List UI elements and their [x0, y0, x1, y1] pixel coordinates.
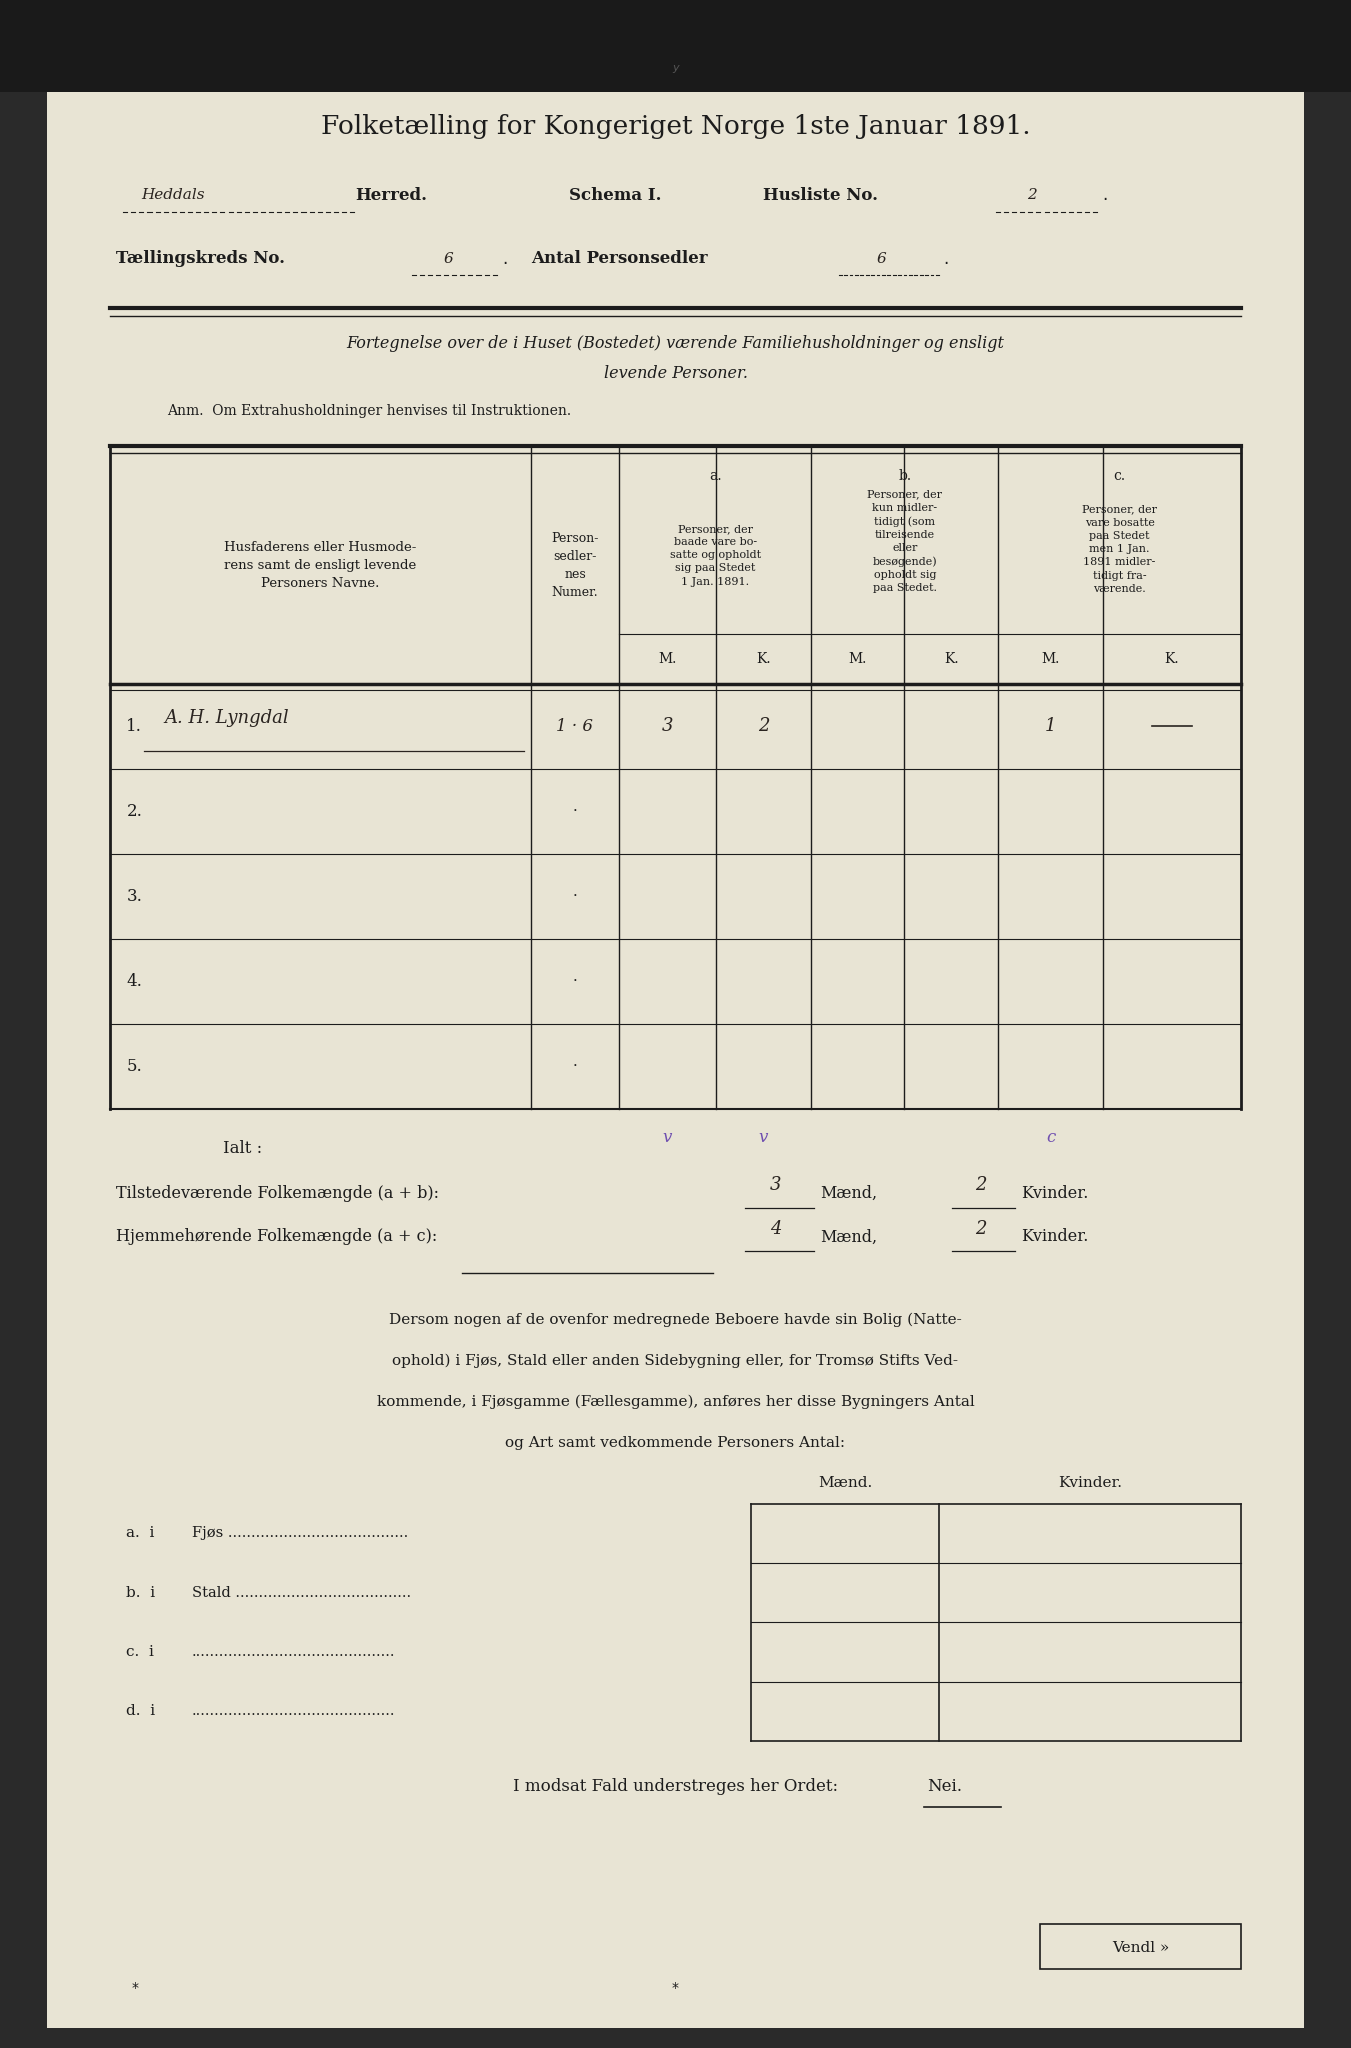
- Text: 1.: 1.: [127, 717, 142, 735]
- Text: 2.: 2.: [127, 803, 142, 819]
- Text: Husliste No.: Husliste No.: [763, 186, 878, 205]
- Text: b.: b.: [898, 469, 912, 483]
- Text: Mænd,: Mænd,: [820, 1186, 877, 1202]
- Text: Nei.: Nei.: [927, 1778, 962, 1794]
- Text: 3: 3: [770, 1176, 782, 1194]
- Text: Folketælling for Kongeriget Norge 1ste Januar 1891.: Folketælling for Kongeriget Norge 1ste J…: [320, 115, 1031, 139]
- Text: .: .: [1102, 186, 1108, 205]
- Text: Fortegnelse over de i Huset (Bostedet) værende Familiehusholdninger og ensligt: Fortegnelse over de i Huset (Bostedet) v…: [347, 336, 1004, 352]
- Text: M.: M.: [848, 651, 867, 666]
- Text: 2: 2: [975, 1221, 986, 1237]
- Text: c.: c.: [1113, 469, 1125, 483]
- Text: Personer, der
vare bosatte
paa Stedet
men 1 Jan.
1891 midler-
tidigt fra-
værend: Personer, der vare bosatte paa Stedet me…: [1082, 504, 1158, 594]
- Text: Heddals: Heddals: [142, 188, 205, 203]
- Text: v: v: [759, 1128, 769, 1145]
- Text: Person-
sedler-
nes
Numer.: Person- sedler- nes Numer.: [551, 532, 598, 598]
- Text: Schema I.: Schema I.: [569, 186, 661, 205]
- Text: b.  i: b. i: [127, 1585, 155, 1599]
- Text: Stald ......................................: Stald ..................................…: [192, 1585, 411, 1599]
- Text: M.: M.: [658, 651, 677, 666]
- Text: Ialt :: Ialt :: [223, 1139, 262, 1157]
- Text: 2: 2: [758, 717, 769, 735]
- Text: 4.: 4.: [127, 973, 142, 989]
- Text: Personer, der
kun midler-
tidigt (som
tilreisende
eller
besøgende)
opholdt sig
p: Personer, der kun midler- tidigt (som ti…: [867, 489, 942, 594]
- Text: Anm.  Om Extrahusholdninger henvises til Instruktionen.: Anm. Om Extrahusholdninger henvises til …: [166, 403, 570, 418]
- Text: Personer, der
baade vare bo-
satte og opholdt
sig paa Stedet
1 Jan. 1891.: Personer, der baade vare bo- satte og op…: [670, 524, 761, 586]
- Text: 3: 3: [662, 717, 673, 735]
- Text: 6: 6: [877, 252, 886, 266]
- Text: ·: ·: [573, 805, 577, 817]
- Text: 3.: 3.: [127, 887, 142, 905]
- Text: c.  i: c. i: [127, 1645, 154, 1659]
- Text: 1: 1: [1044, 717, 1056, 735]
- Text: Dersom nogen af de ovenfor medregnede Beboere havde sin Bolig (Natte-: Dersom nogen af de ovenfor medregnede Be…: [389, 1313, 962, 1327]
- Text: Tællingskreds No.: Tællingskreds No.: [116, 250, 285, 266]
- Text: .: .: [503, 250, 508, 268]
- Text: y: y: [673, 63, 678, 72]
- Text: 6: 6: [443, 252, 453, 266]
- Text: ............................................: ........................................…: [192, 1704, 396, 1718]
- Text: 1 · 6: 1 · 6: [557, 717, 593, 735]
- Text: Kvinder.: Kvinder.: [1058, 1477, 1123, 1491]
- Text: 2: 2: [1027, 188, 1038, 203]
- Text: Antal Personsedler: Antal Personsedler: [531, 250, 708, 266]
- Bar: [1040, 1923, 1240, 1968]
- Text: K.: K.: [1165, 651, 1179, 666]
- Text: ............................................: ........................................…: [192, 1645, 396, 1659]
- Text: ·: ·: [573, 1059, 577, 1073]
- Text: K.: K.: [944, 651, 959, 666]
- Text: Mænd.: Mænd.: [817, 1477, 873, 1491]
- Text: Husfaderens eller Husmode-
rens samt de ensligt levende
Personers Navne.: Husfaderens eller Husmode- rens samt de …: [224, 541, 416, 590]
- Text: c: c: [1046, 1128, 1055, 1145]
- Text: ·: ·: [573, 889, 577, 903]
- Text: .: .: [943, 250, 948, 268]
- Text: M.: M.: [1042, 651, 1059, 666]
- Text: 5.: 5.: [127, 1057, 142, 1075]
- Text: Fjøs .......................................: Fjøs ...................................…: [192, 1526, 408, 1540]
- Text: v: v: [662, 1128, 671, 1145]
- Text: Hjemmehørende Folkemængde (a + c):: Hjemmehørende Folkemængde (a + c):: [116, 1229, 438, 1245]
- Text: ·: ·: [573, 975, 577, 987]
- Text: Vendl »: Vendl »: [1112, 1942, 1169, 1956]
- Text: Tilstedeværende Folkemængde (a + b):: Tilstedeværende Folkemængde (a + b):: [116, 1186, 439, 1202]
- Text: 2: 2: [975, 1176, 986, 1194]
- Text: A. H. Lyngdal: A. H. Lyngdal: [165, 709, 289, 727]
- Text: Mænd,: Mænd,: [820, 1229, 877, 1245]
- Text: a.  i: a. i: [127, 1526, 155, 1540]
- Text: ophold) i Fjøs, Stald eller anden Sidebygning eller, for Tromsø Stifts Ved-: ophold) i Fjøs, Stald eller anden Sideby…: [393, 1354, 958, 1368]
- Bar: [0, 0, 1351, 92]
- Text: levende Personer.: levende Personer.: [604, 365, 747, 381]
- Text: K.: K.: [757, 651, 771, 666]
- Text: 4: 4: [770, 1221, 782, 1237]
- Text: *: *: [671, 1980, 680, 1995]
- Text: kommende, i Fjøsgamme (Fællesgamme), anføres her disse Bygningers Antal: kommende, i Fjøsgamme (Fællesgamme), anf…: [377, 1395, 974, 1409]
- Text: d.  i: d. i: [127, 1704, 155, 1718]
- Text: Kvinder.: Kvinder.: [1021, 1229, 1089, 1245]
- Text: og Art samt vedkommende Personers Antal:: og Art samt vedkommende Personers Antal:: [505, 1436, 846, 1450]
- Text: a.: a.: [709, 469, 721, 483]
- Text: I modsat Fald understreges her Ordet:: I modsat Fald understreges her Ordet:: [513, 1778, 838, 1794]
- Text: Herred.: Herred.: [355, 186, 427, 205]
- Text: *: *: [132, 1980, 139, 1995]
- Text: Kvinder.: Kvinder.: [1021, 1186, 1089, 1202]
